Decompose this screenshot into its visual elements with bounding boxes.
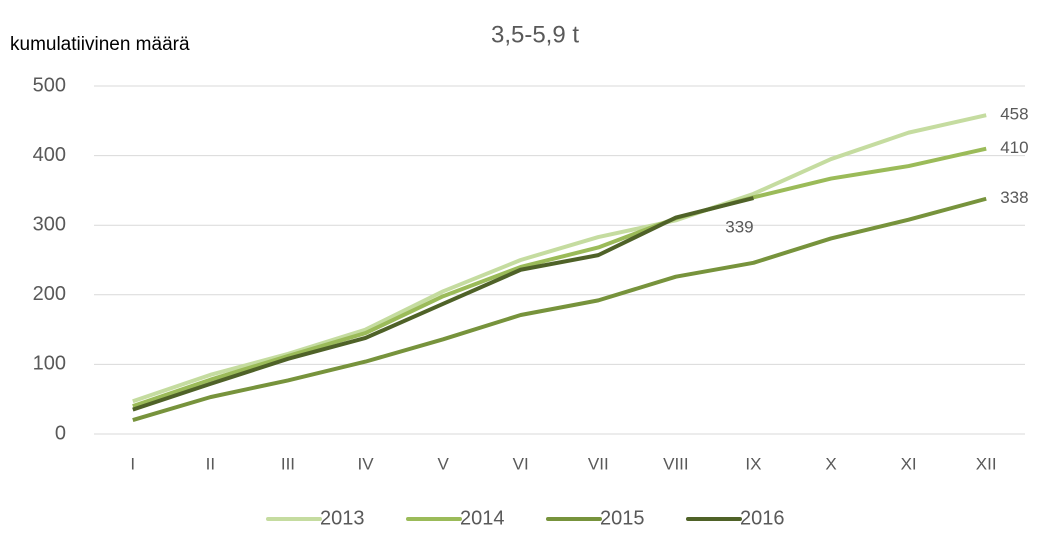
x-tick-label: I — [130, 454, 135, 473]
y-tick-label: 300 — [33, 213, 66, 235]
x-tick-label: V — [437, 454, 449, 473]
y-tick-label: 100 — [33, 353, 66, 375]
y-tick-label: 0 — [55, 422, 66, 444]
x-tick-label: IV — [358, 454, 375, 473]
chart-title: 3,5-5,9 t — [491, 21, 579, 48]
x-tick-label: VII — [588, 454, 609, 473]
data-label: 410 — [1000, 138, 1028, 157]
y-tick-label: 400 — [33, 144, 66, 166]
series-line — [132, 113, 987, 404]
x-tick-label: II — [206, 454, 215, 473]
series-line — [132, 146, 987, 409]
series-line — [132, 196, 754, 412]
legend-label: 2014 — [460, 507, 505, 529]
series-line — [132, 196, 987, 422]
y-tick-label: 200 — [33, 283, 66, 305]
data-label: 338 — [1000, 188, 1028, 207]
legend-label: 2015 — [600, 507, 645, 529]
legend-label: 2016 — [740, 507, 785, 529]
x-tick-label: VI — [513, 454, 529, 473]
y-tick-label: 500 — [33, 74, 66, 96]
legend-label: 2013 — [320, 507, 365, 529]
x-tick-label: VIII — [663, 454, 689, 473]
y-axis-label: kumulatiivinen määrä — [10, 34, 190, 55]
data-label: 458 — [1000, 105, 1028, 124]
x-tick-label: XII — [976, 454, 997, 473]
x-tick-label: XI — [901, 454, 917, 473]
data-label: 339 — [725, 218, 753, 237]
x-tick-label: X — [825, 454, 836, 473]
x-tick-label: III — [281, 454, 295, 473]
x-tick-label: IX — [745, 454, 761, 473]
